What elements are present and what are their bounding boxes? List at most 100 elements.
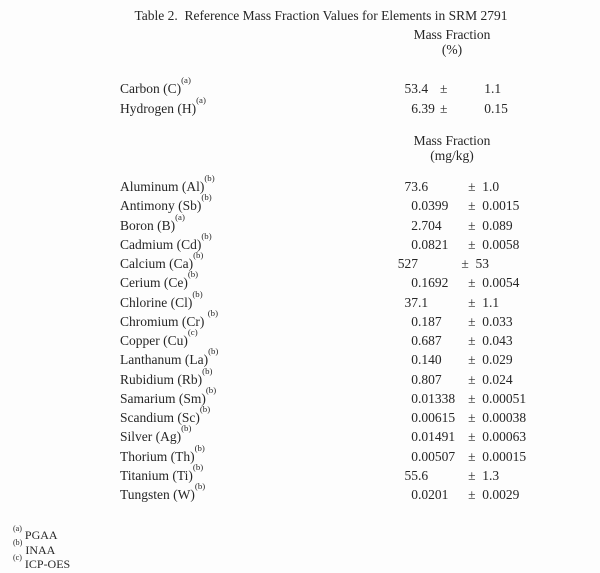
- value-fraction-part: .00615: [418, 410, 456, 425]
- element-cell: Tungsten (W)(b): [120, 482, 360, 504]
- uncertainty-fraction-part: .00015: [489, 448, 527, 464]
- plus-minus-sign: ±: [440, 81, 448, 96]
- value-fraction-part: .00507: [418, 448, 456, 464]
- uncertainty-fraction-part: .1: [489, 294, 500, 310]
- element-note-superscript: (b): [201, 230, 212, 241]
- value-fraction-part: .1: [418, 294, 429, 310]
- footnote: (a) PGAA: [13, 524, 70, 543]
- table-title: Table 2. Reference Mass Fraction Values …: [134, 8, 508, 23]
- plus-minus-and-uncertainty-integer: ± 0: [468, 236, 489, 252]
- footnote-text: INAA: [25, 542, 56, 557]
- plus-minus-and-uncertainty-integer: ± 0: [468, 275, 489, 291]
- uncertainty-fraction-part: [489, 254, 600, 273]
- uncertainty-integer-part: 0: [484, 101, 491, 116]
- footnote-marker: (c): [13, 552, 22, 562]
- value-integer-part: 53: [404, 81, 419, 96]
- element-name: Boron (B): [120, 217, 176, 233]
- value-integer-part: 0: [411, 313, 418, 329]
- plus-minus-sign: ±: [440, 101, 448, 116]
- value-fraction-part: .704: [418, 217, 442, 233]
- value-fraction-part: .1692: [418, 275, 449, 291]
- value-fraction-part: .6: [418, 467, 429, 483]
- element-name: Chlorine (Cl): [120, 294, 193, 310]
- value-fraction-part: .187: [418, 313, 442, 329]
- plus-minus-and-uncertainty-integer: ± 0: [468, 352, 489, 368]
- plus-minus-and-uncertainty-integer: ± 1: [468, 467, 489, 483]
- uncertainty-fraction-part: .00038: [489, 410, 527, 425]
- table-row: Lanthanum (La)(b) 0 .140 ± 0 .029: [120, 347, 600, 369]
- table-row: Samarium (Sm)(b) 0 .01338 ± 0 .00051: [120, 385, 600, 408]
- column-header-unit: (mg/kg): [430, 148, 474, 163]
- column-header-mgkg: Mass Fraction (mg/kg): [392, 133, 512, 163]
- uncertainty-fraction-part: .089: [489, 217, 513, 233]
- uncertainty-fraction-part: .043: [489, 333, 513, 348]
- element-name: Hydrogen (H): [120, 101, 197, 116]
- value-integer-part: 0: [411, 410, 418, 425]
- value-fraction-part: .39: [418, 101, 435, 116]
- plus-minus-and-uncertainty-integer: ± 1: [468, 294, 489, 310]
- plus-minus-and-uncertainty-integer: ± 0: [468, 313, 489, 329]
- element-name: Copper (Cu): [120, 333, 188, 348]
- element-name: Chromium (Cr): [120, 313, 208, 329]
- element-cell: Chlorine (Cl)(b): [120, 289, 360, 312]
- footnote: (c) ICP-OES: [13, 553, 71, 572]
- footnote-marker: (a): [13, 523, 22, 533]
- element-cell: Cerium (Ce)(b): [120, 270, 360, 292]
- uncertainty-fraction-part: .00063: [489, 429, 527, 445]
- value-fraction-part: .807: [418, 371, 442, 387]
- value-fraction-part: .0399: [418, 198, 449, 214]
- element-name: Tungsten (W): [120, 487, 195, 502]
- uncertainty-fraction-part: .0058: [489, 236, 520, 252]
- table-row: Titanium (Ti)(b) 55 .6 ± 1 .3: [120, 462, 600, 485]
- table-row: Antimony (Sb)(b) 0 .0399 ± 0 .0015: [120, 193, 600, 215]
- element-name: Carbon (C): [120, 81, 182, 96]
- element-name: Titanium (Ti): [120, 467, 193, 483]
- element-note-superscript: (a): [196, 95, 206, 105]
- element-note-superscript: (b): [181, 423, 192, 434]
- table-row: Aluminum (Al)(b) 73 .6 ± 1 .0: [120, 174, 600, 196]
- plus-minus-and-uncertainty-integer: ± 0: [468, 448, 489, 464]
- element-cell: Samarium (Sm)(b): [120, 385, 360, 408]
- plus-minus-and-uncertainty-integer: ± 0: [468, 487, 489, 502]
- element-cell: Thorium (Th)(b): [120, 443, 360, 466]
- table-section-percent: Carbon (C)(a) 53 .4 ± 1 .1 Hydrogen (H)(…: [120, 76, 600, 119]
- footnote-text: ICP-OES: [24, 557, 71, 571]
- table-row: Boron (B)(a) 2 .704 ± 0 .089: [120, 212, 600, 235]
- plus-minus-and-uncertainty-integer: ± 1: [468, 179, 489, 194]
- value-integer-part: 0: [411, 371, 418, 387]
- uncertainty-fraction-part: .1: [491, 81, 502, 96]
- element-name: Silver (Ag): [120, 429, 182, 445]
- uncertainty-fraction-part: .0054: [489, 275, 520, 291]
- element-cell: Titanium (Ti)(b): [120, 462, 360, 485]
- element-name: Antimony (Sb): [120, 198, 202, 214]
- value-fraction-part: .01491: [418, 429, 456, 445]
- element-note-superscript: (a): [175, 211, 185, 222]
- element-name: Cadmium (Cd): [120, 236, 202, 252]
- element-name: Cerium (Ce): [120, 275, 188, 291]
- plus-minus-and-uncertainty-integer: ± 0: [468, 429, 489, 445]
- footnotes: (a) PGAA (b) INAA (c) ICP-OES: [13, 524, 71, 572]
- table-section-mgkg: Aluminum (Al)(b) 73 .6 ± 1 .0 Antimony (…: [120, 174, 600, 504]
- element-note-superscript: (b): [193, 250, 204, 260]
- value-integer-part: 0: [411, 487, 418, 502]
- value-integer-part: 0: [411, 429, 418, 445]
- plus-minus-and-uncertainty-integer: ± 0: [468, 217, 489, 233]
- element-name: Lanthanum (La): [120, 352, 209, 368]
- element-cell: Calcium (Ca)(b): [120, 251, 360, 273]
- element-cell: Boron (B)(a): [120, 212, 360, 235]
- element-cell: Copper (Cu)(c): [120, 328, 360, 350]
- uncertainty-fraction-part: .029: [489, 352, 513, 368]
- element-note-superscript: (b): [194, 481, 206, 491]
- element-cell: Antimony (Sb)(b): [120, 193, 360, 215]
- uncertainty-fraction-part: .15: [491, 101, 508, 116]
- table-row: Cadmium (Cd)(b) 0 .0821 ± 0 .0058: [120, 231, 600, 254]
- element-name: Scandium (Sc): [120, 410, 200, 425]
- uncertainty-fraction-part: .024: [489, 371, 513, 387]
- footnote-text: PGAA: [24, 528, 58, 542]
- element-note-superscript: (b): [202, 365, 213, 376]
- element-name: Aluminum (Al): [120, 179, 205, 194]
- table-row: Hydrogen (H)(a) 6 .39 ± 0 .15: [120, 96, 600, 119]
- column-header-label: Mass Fraction: [413, 133, 491, 148]
- value-integer-part: 0: [411, 275, 418, 291]
- element-note-superscript: (b): [192, 288, 203, 299]
